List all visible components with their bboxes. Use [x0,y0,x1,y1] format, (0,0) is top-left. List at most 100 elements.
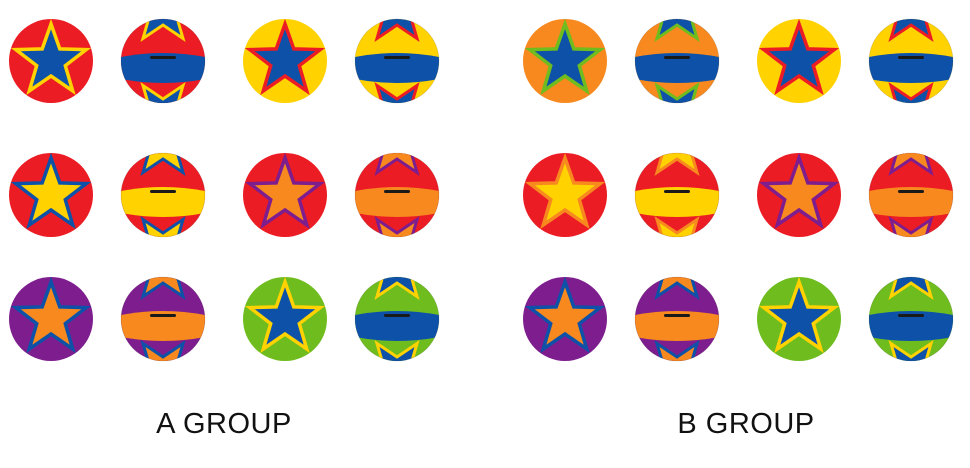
star-ball [634,18,720,104]
equator-band [355,311,439,341]
top-star-shape [874,19,948,43]
star-ball [354,18,440,104]
star-shape [244,18,326,96]
bottom-star-shape [874,215,948,237]
top-star-shape [874,277,948,301]
bottom-star-shape [640,81,714,103]
top-star-shape [126,19,200,43]
star-ball [120,18,206,104]
star-disc [757,152,841,237]
star-ball [120,276,206,362]
bottom-star-shape [360,215,434,237]
logo-mark [384,56,410,59]
bottom-star-shape [874,81,948,103]
star-ball [634,276,720,362]
star-ball [120,152,206,238]
equator-band [121,53,205,83]
star-shape [244,276,326,354]
star-ball [868,276,954,362]
logo-mark [664,56,690,59]
logo-mark [664,314,690,317]
star-shape [758,276,840,354]
logo-mark [384,314,410,317]
equator-band [635,53,719,83]
star-ball [354,276,440,362]
top-star-shape [360,277,434,301]
equator-band [869,53,953,83]
top-star-shape [874,153,948,177]
star-shape [524,276,606,354]
equator-band [869,311,953,341]
group-b-label: B GROUP [677,408,815,440]
star-shape [10,152,92,230]
star-disc [523,18,607,103]
ball-rim [634,18,720,104]
star-shape [524,152,606,230]
top-star-shape [640,19,714,43]
bottom-star-shape [126,81,200,103]
ball-rim [634,152,720,238]
equator-band [355,53,439,83]
star-ball [354,152,440,238]
star-shape [10,276,92,354]
star-ball [868,18,954,104]
equator-band [635,311,719,341]
star-disc [243,152,327,237]
star-shape [758,152,840,230]
star-disc [243,276,327,361]
logo-mark [150,190,176,193]
equator-band [869,187,953,217]
star-ball [868,152,954,238]
ball-rim [868,276,954,362]
star-shape [524,18,606,96]
equator-band [635,187,719,217]
star-disc [9,18,93,103]
star-disc [9,152,93,237]
ball-rim [868,18,954,104]
star-shape [758,18,840,96]
group-a-label: A GROUP [156,408,292,440]
logo-mark [898,56,924,59]
top-star-shape [126,153,200,177]
logo-mark [898,190,924,193]
top-star-shape [640,277,714,301]
logo-mark [664,190,690,193]
equator-band [121,311,205,341]
ball-rim [634,276,720,362]
bottom-star-shape [360,81,434,103]
ball-rim [120,18,206,104]
star-shape [10,18,92,96]
star-disc [523,152,607,237]
bottom-star-shape [126,339,200,361]
top-star-shape [126,277,200,301]
star-disc [243,18,327,103]
equator-band [355,187,439,217]
star-disc [757,276,841,361]
logo-mark [150,314,176,317]
bottom-star-shape [640,215,714,237]
ball-rim [354,276,440,362]
logo-mark [384,190,410,193]
ball-rim [120,152,206,238]
ball-rim [354,152,440,238]
ball-rim [120,276,206,362]
bottom-star-shape [640,339,714,361]
top-star-shape [360,19,434,43]
ball-rim [868,152,954,238]
star-disc [9,276,93,361]
bottom-star-shape [874,339,948,361]
star-disc [757,18,841,103]
top-star-shape [360,153,434,177]
equator-band [121,187,205,217]
star-shape [244,152,326,230]
ball-rim [354,18,440,104]
star-disc [523,276,607,361]
bottom-star-shape [126,215,200,237]
bottom-star-shape [360,339,434,361]
star-ball [634,152,720,238]
top-star-shape [640,153,714,177]
logo-mark [898,314,924,317]
logo-mark [150,56,176,59]
